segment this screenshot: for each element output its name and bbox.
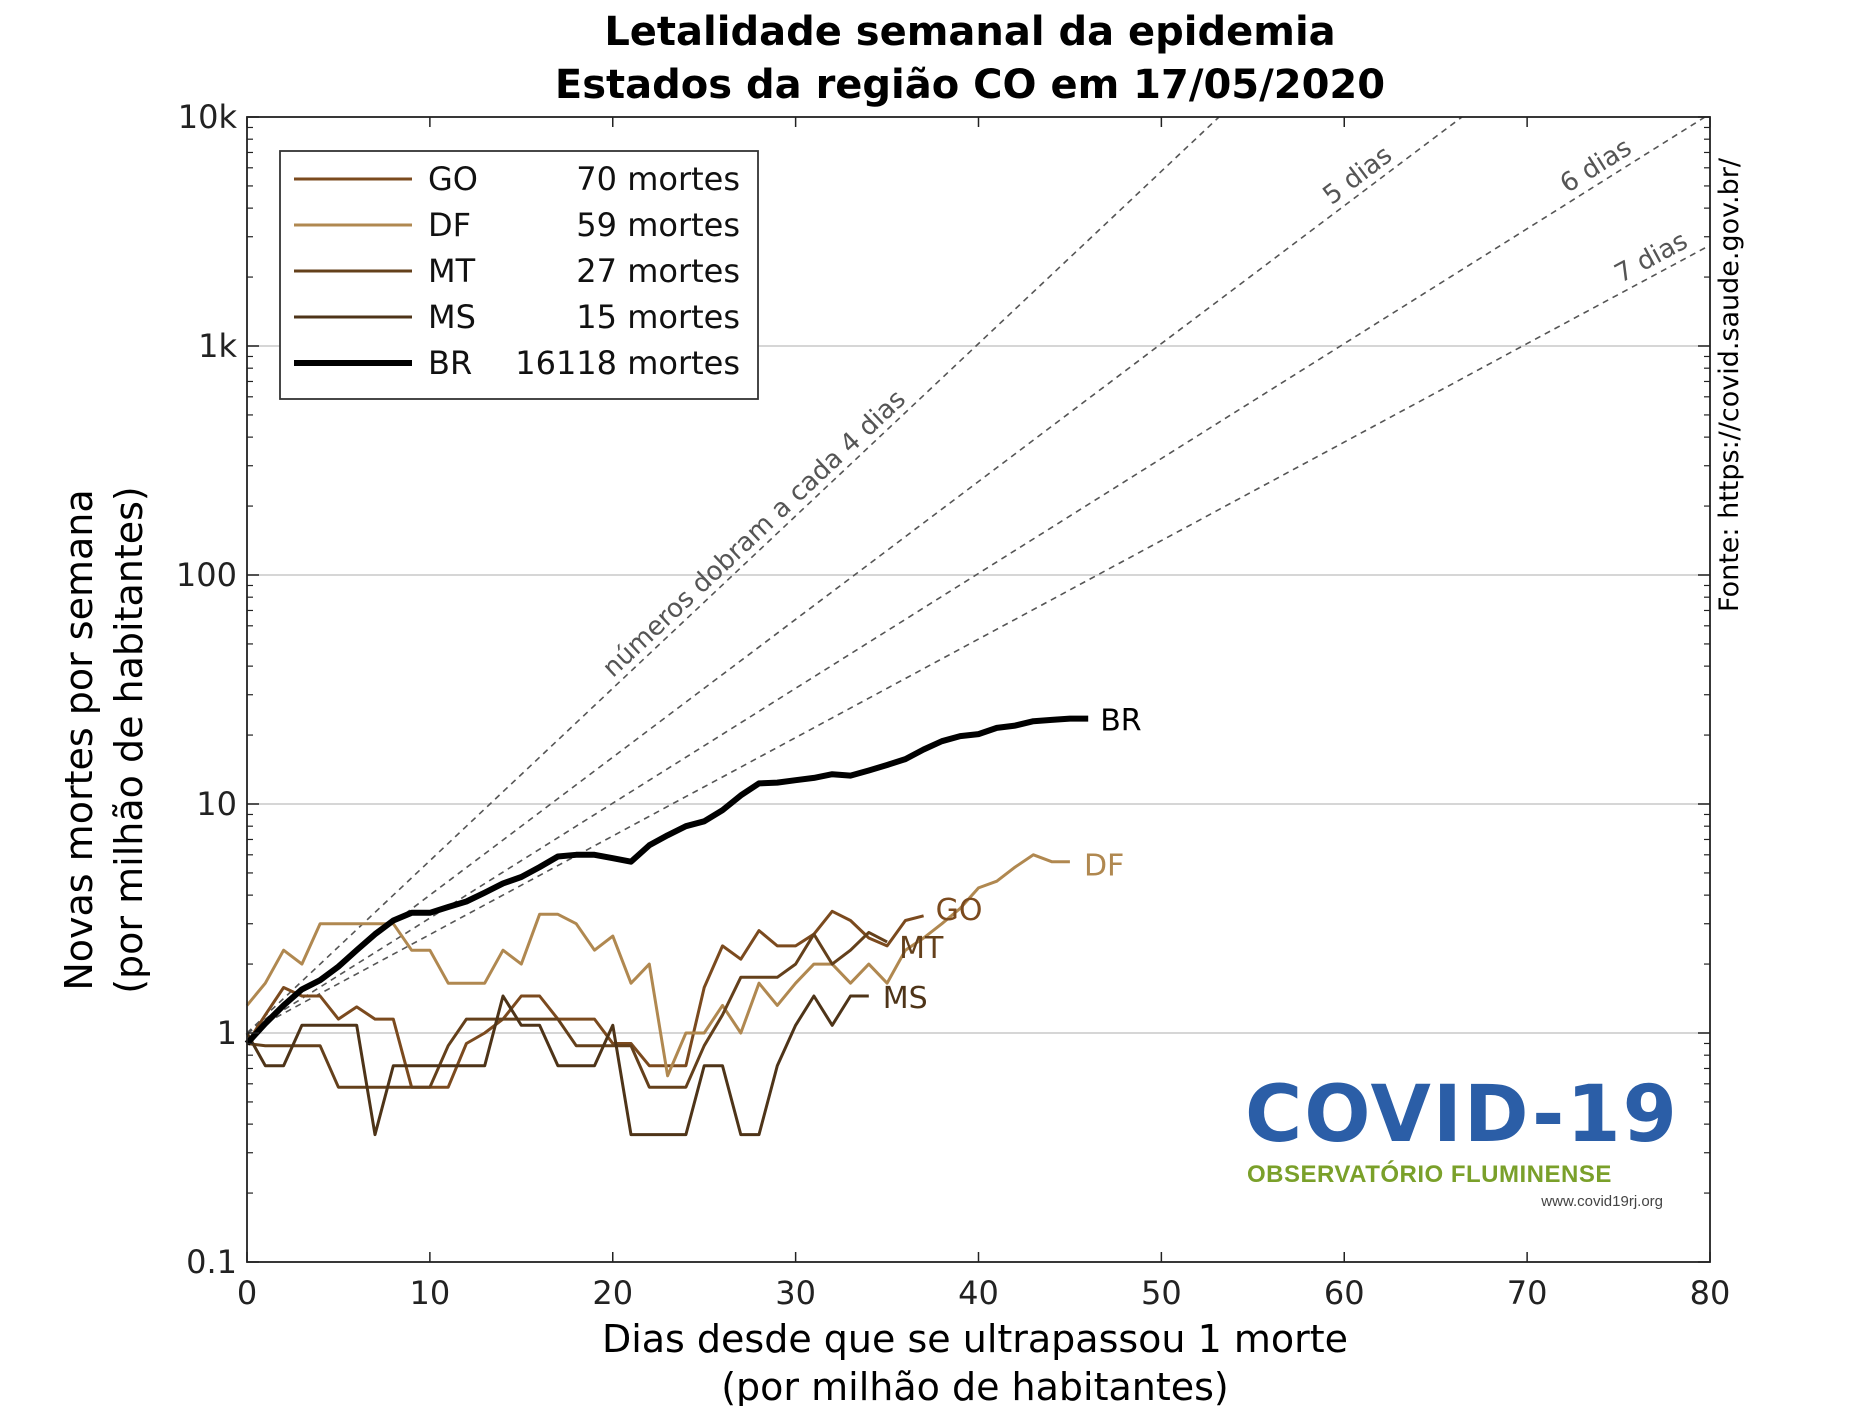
y-axis-label-2: (por milhão de habitantes)	[107, 486, 151, 994]
series-line-ms	[245, 994, 869, 1137]
x-tick-label: 30	[775, 1274, 816, 1312]
reference-line-label: 5 dias	[1318, 140, 1398, 211]
legend-label: MS	[428, 298, 476, 336]
chart-title: Letalidade semanal da epidemia	[604, 9, 1335, 55]
legend-label: DF	[428, 206, 471, 244]
legend-deaths: 59 mortes	[576, 206, 740, 244]
legend-deaths: 15 mortes	[576, 298, 740, 336]
legend-label: MT	[428, 252, 476, 290]
y-axis-label: Novas mortes por semana	[57, 489, 101, 990]
reference-line	[247, 117, 1463, 1034]
grid-lines	[247, 345, 1710, 1034]
x-tick-label: 80	[1690, 1274, 1731, 1312]
legend-box	[279, 150, 759, 400]
logo-url: www.covid19rj.org	[1541, 1193, 1663, 1210]
reference-line-label: 7 dias	[1610, 226, 1693, 289]
y-tick-label: 10k	[178, 98, 238, 136]
reference-line	[247, 244, 1710, 1034]
doubling-reference-lines	[247, 117, 1710, 1034]
x-tick-label: 60	[1324, 1274, 1365, 1312]
series-end-label: GO	[936, 893, 983, 928]
logo-subtitle: OBSERVATÓRIO FLUMINENSE	[1247, 1161, 1612, 1188]
y-tick-label: 1	[217, 1014, 237, 1052]
legend-deaths: 70 mortes	[576, 160, 740, 198]
source-label: Fonte: https://covid.saude.gov.br/	[1714, 157, 1745, 612]
series-lines	[244, 715, 1089, 1137]
legend-label: GO	[428, 160, 478, 198]
legend-deaths: 16118 mortes	[515, 344, 740, 382]
x-axis-label: Dias desde que se ultrapassou 1 morte	[602, 1317, 1348, 1361]
x-tick-label: 70	[1507, 1274, 1548, 1312]
chart-subtitle: Estados da região CO em 17/05/2020	[555, 62, 1385, 108]
reference-line	[247, 117, 1220, 1034]
logo-title: COVID-19	[1245, 1070, 1679, 1160]
reference-line-label: 6 dias	[1555, 133, 1637, 200]
series-line-mt	[246, 930, 888, 1089]
covid19-logo: COVID-19 OBSERVATÓRIO FLUMINENSE www.cov…	[1245, 1075, 1685, 1215]
x-axis-label-2: (por milhão de habitantes)	[721, 1365, 1229, 1406]
y-tick-label: 1k	[198, 327, 237, 365]
axes: 0 10 20 30 40 50 60 70 80 0.1 1 10 100 1k 10k	[176, 98, 1730, 1312]
reference-line	[247, 117, 1706, 1034]
series-line-br	[244, 715, 1089, 1046]
x-tick-label: 40	[958, 1274, 999, 1312]
y-tick-label: 100	[176, 556, 237, 594]
legend-deaths: 27 mortes	[576, 252, 740, 290]
y-tick-label: 0.1	[186, 1243, 237, 1281]
x-tick-label: 50	[1141, 1274, 1182, 1312]
legend-label: BR	[428, 344, 472, 382]
reference-line-label: números dobram a cada 4 dias	[597, 384, 912, 683]
x-tick-label: 20	[592, 1274, 633, 1312]
series-end-label: MS	[883, 981, 928, 1016]
x-tick-label: 10	[410, 1274, 451, 1312]
series-end-label: DF	[1084, 849, 1124, 884]
series-line-go	[245, 909, 924, 1089]
series-end-label: BR	[1100, 704, 1141, 739]
x-tick-label: 0	[237, 1274, 257, 1312]
series-end-label: MT	[899, 931, 944, 966]
y-tick-label: 10	[196, 785, 237, 823]
legend: GO 70 mortes DF 59 mortes MT 27 mortes MS 15 mo…	[279, 150, 759, 400]
series-line-df	[245, 853, 1070, 1078]
